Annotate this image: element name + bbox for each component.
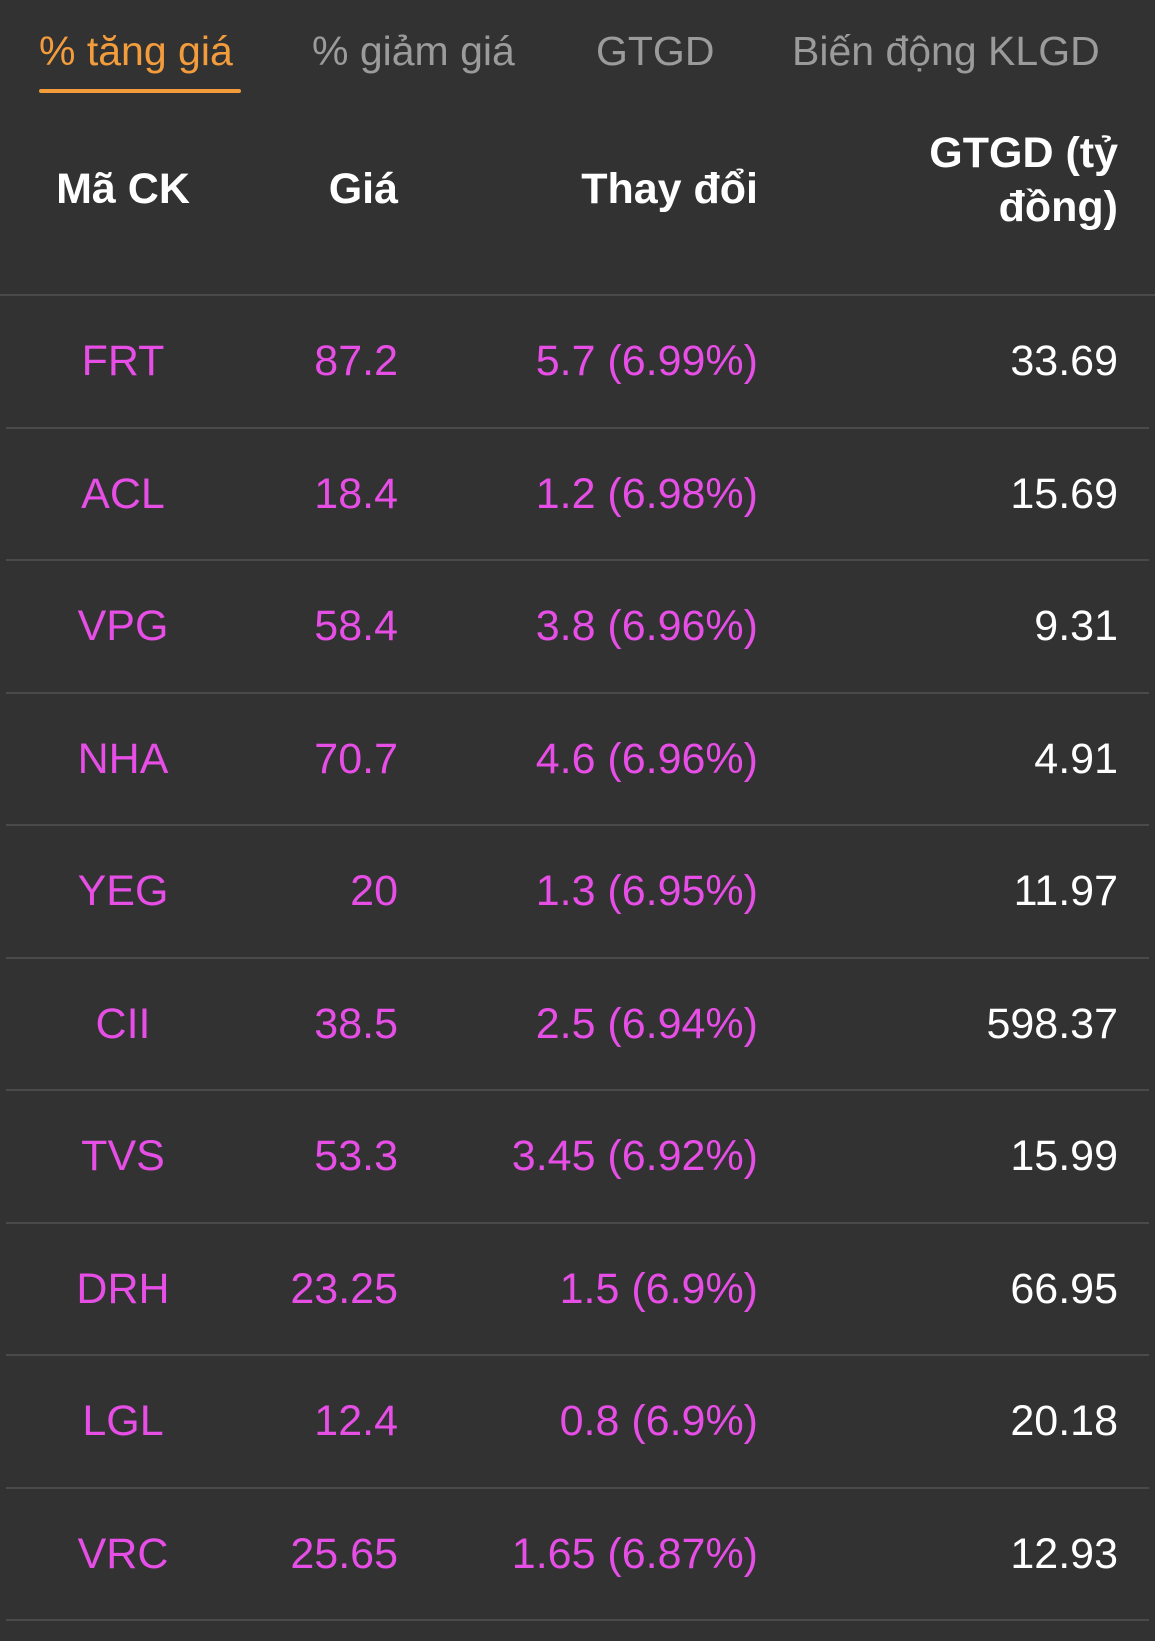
table-row[interactable]: ACL 18.4 1.2 (6.98%) 15.69	[6, 429, 1149, 561]
stock-change: 3.8 (6.96%)	[535, 602, 758, 650]
stock-trading-value: 12.93	[1010, 1529, 1118, 1578]
stock-price: 38.5	[314, 999, 398, 1048]
stock-symbol[interactable]: ACL	[81, 469, 165, 518]
stock-symbol[interactable]: FRT	[81, 337, 165, 385]
active-tab-underline	[39, 89, 241, 93]
table-row[interactable]: VRC 25.65 1.65 (6.87%) 12.93	[6, 1489, 1149, 1621]
table-row[interactable]: CII 38.5 2.5 (6.94%) 598.37	[6, 959, 1149, 1091]
stock-change: 2.5 (6.94%)	[535, 999, 758, 1048]
stock-change: 1.5 (6.9%)	[559, 1264, 758, 1313]
tab-volume-change[interactable]: Biến động KLGD	[792, 28, 1100, 74]
table-row[interactable]: FRT 87.2 5.7 (6.99%) 33.69	[6, 296, 1149, 429]
table-row[interactable]: LGL 12.4 0.8 (6.9%) 20.18	[6, 1356, 1149, 1489]
stock-symbol[interactable]: YEG	[77, 867, 169, 915]
stock-symbol[interactable]: DRH	[76, 1264, 170, 1313]
stock-change: 1.3 (6.95%)	[535, 867, 758, 915]
stock-price: 18.4	[314, 469, 398, 518]
header-price: Giá	[328, 165, 398, 213]
table-body: FRT 87.2 5.7 (6.99%) 33.69 ACL 18.4 1.2 …	[0, 296, 1155, 1621]
header-trading-value: GTGD (tỷ đồng)	[820, 126, 1118, 234]
stock-trading-value: 15.99	[1010, 1132, 1118, 1180]
stock-trading-value: 15.69	[1010, 469, 1118, 518]
stock-change: 3.45 (6.92%)	[511, 1132, 758, 1180]
stock-price: 23.25	[290, 1264, 398, 1313]
stock-trading-value: 20.18	[1010, 1397, 1118, 1445]
tab-top-losers[interactable]: % giảm giá	[312, 28, 515, 74]
stock-symbol[interactable]: LGL	[82, 1397, 164, 1445]
table-row[interactable]: YEG 20 1.3 (6.95%) 11.97	[6, 826, 1149, 959]
stock-symbol[interactable]: VPG	[77, 602, 169, 650]
stock-trading-value: 33.69	[1010, 337, 1118, 385]
stock-trading-value: 66.95	[1010, 1264, 1118, 1313]
stock-change: 1.2 (6.98%)	[535, 469, 758, 518]
stock-symbol[interactable]: NHA	[77, 734, 169, 783]
stock-trading-value: 598.37	[986, 999, 1118, 1048]
stock-price: 25.65	[290, 1529, 398, 1578]
stock-price: 20	[350, 867, 398, 915]
table-header: Mã CK Giá Thay đổi GTGD (tỷ đồng)	[0, 100, 1155, 296]
table-row[interactable]: NHA 70.7 4.6 (6.96%) 4.91	[6, 694, 1149, 826]
stock-symbol[interactable]: VRC	[77, 1529, 169, 1578]
stock-symbol[interactable]: TVS	[81, 1132, 165, 1180]
stock-price: 53.3	[314, 1132, 398, 1180]
stock-price: 58.4	[314, 602, 398, 650]
stock-price: 70.7	[314, 734, 398, 783]
stock-change: 1.65 (6.87%)	[511, 1529, 758, 1578]
stock-change: 4.6 (6.96%)	[535, 734, 758, 783]
stock-trading-value: 4.91	[1034, 734, 1118, 783]
stock-trading-value: 9.31	[1034, 602, 1118, 650]
table-row[interactable]: DRH 23.25 1.5 (6.9%) 66.95	[6, 1224, 1149, 1356]
tab-bar: % tăng giá % giảm giá GTGD Biến động KLG…	[0, 0, 1155, 100]
stock-price: 87.2	[314, 337, 398, 385]
header-trading-value-line2: đồng)	[998, 183, 1118, 231]
stock-price: 12.4	[314, 1397, 398, 1445]
stock-symbol[interactable]: CII	[95, 999, 151, 1048]
table-row[interactable]: VPG 58.4 3.8 (6.96%) 9.31	[6, 561, 1149, 694]
tab-top-gainers[interactable]: % tăng giá	[39, 28, 233, 74]
header-change: Thay đổi	[581, 165, 758, 213]
stock-change: 0.8 (6.9%)	[559, 1397, 758, 1445]
header-trading-value-line1: GTGD (tỷ	[929, 129, 1118, 177]
table-row[interactable]: TVS 53.3 3.45 (6.92%) 15.99	[6, 1091, 1149, 1224]
stock-change: 5.7 (6.99%)	[535, 337, 758, 385]
tab-trading-value[interactable]: GTGD	[596, 28, 715, 74]
stock-trading-value: 11.97	[1013, 867, 1118, 915]
header-symbol: Mã CK	[56, 165, 190, 213]
